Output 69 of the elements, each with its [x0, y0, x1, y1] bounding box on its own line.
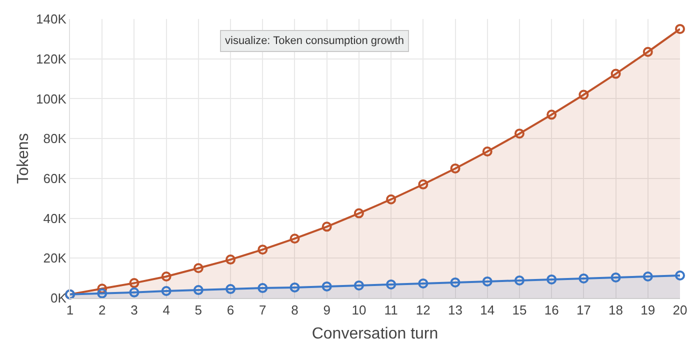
point: [482, 146, 492, 157]
point: [386, 279, 396, 290]
point: [675, 270, 685, 280]
point: [675, 24, 685, 34]
x-tick-label: 12: [416, 302, 430, 318]
point: [386, 194, 396, 204]
annotation: visualize: Token consumption growth: [225, 35, 404, 47]
point: [161, 271, 172, 282]
point: [642, 46, 653, 57]
point: [450, 277, 460, 288]
x-tick-label: 17: [576, 302, 591, 318]
point: [450, 163, 460, 174]
x-tick-label: 10: [352, 302, 366, 318]
point: [642, 271, 653, 282]
x-tick-label: 19: [640, 302, 656, 318]
point: [322, 281, 332, 292]
x-tick-label: 1: [66, 302, 74, 318]
point: [482, 276, 492, 286]
x-axis-title: Conversation turn: [312, 325, 438, 342]
y-tick-label: 80K: [43, 131, 67, 146]
y-tick-label: 20K: [43, 250, 67, 266]
y-tick-label: 40K: [43, 210, 67, 226]
x-tick-label: 5: [194, 302, 202, 318]
x-tick-label: 7: [259, 302, 266, 318]
x-tick-label: 20: [672, 302, 688, 318]
x-tick-label: 9: [323, 302, 330, 318]
x-tick-label: 3: [130, 302, 138, 318]
point: [193, 263, 204, 274]
point: [193, 285, 204, 296]
point: [514, 275, 524, 286]
x-tick-label: 15: [512, 302, 527, 318]
x-tick-label: 11: [384, 302, 398, 318]
x-tick-label: 16: [544, 302, 559, 318]
point: [354, 208, 364, 218]
point: [418, 278, 428, 288]
y-tick-label: 100K: [36, 91, 67, 106]
point: [546, 110, 557, 120]
point: [161, 286, 172, 296]
point: [418, 179, 428, 190]
point: [578, 273, 589, 284]
point: [258, 283, 268, 294]
point: [354, 280, 364, 290]
point: [97, 288, 108, 298]
y-tick-label: 0K: [50, 290, 67, 306]
x-tick-label: 4: [162, 302, 170, 318]
point: [226, 254, 236, 265]
point: [258, 244, 268, 255]
point: [129, 287, 140, 298]
point: [610, 68, 621, 79]
point: [514, 128, 524, 139]
x-tick-label: 6: [226, 302, 234, 318]
y-axis-title: Tokens: [15, 133, 32, 184]
point: [578, 90, 589, 100]
point: [290, 282, 300, 292]
point: [322, 222, 332, 232]
x-tick-label: 13: [448, 302, 462, 318]
y-tick-label: 60K: [43, 170, 67, 186]
y-tick-label: 120K: [36, 51, 67, 66]
x-tick-label: 18: [608, 302, 624, 318]
point: [610, 272, 621, 282]
point: [129, 278, 140, 288]
point: [97, 284, 108, 294]
point: [290, 234, 300, 244]
x-tick-label: 14: [480, 302, 495, 318]
x-tick-label: 2: [98, 302, 106, 318]
y-tick-label: 140K: [36, 12, 67, 27]
point: [226, 284, 236, 294]
point: [546, 274, 557, 284]
x-tick-label: 8: [291, 302, 298, 318]
